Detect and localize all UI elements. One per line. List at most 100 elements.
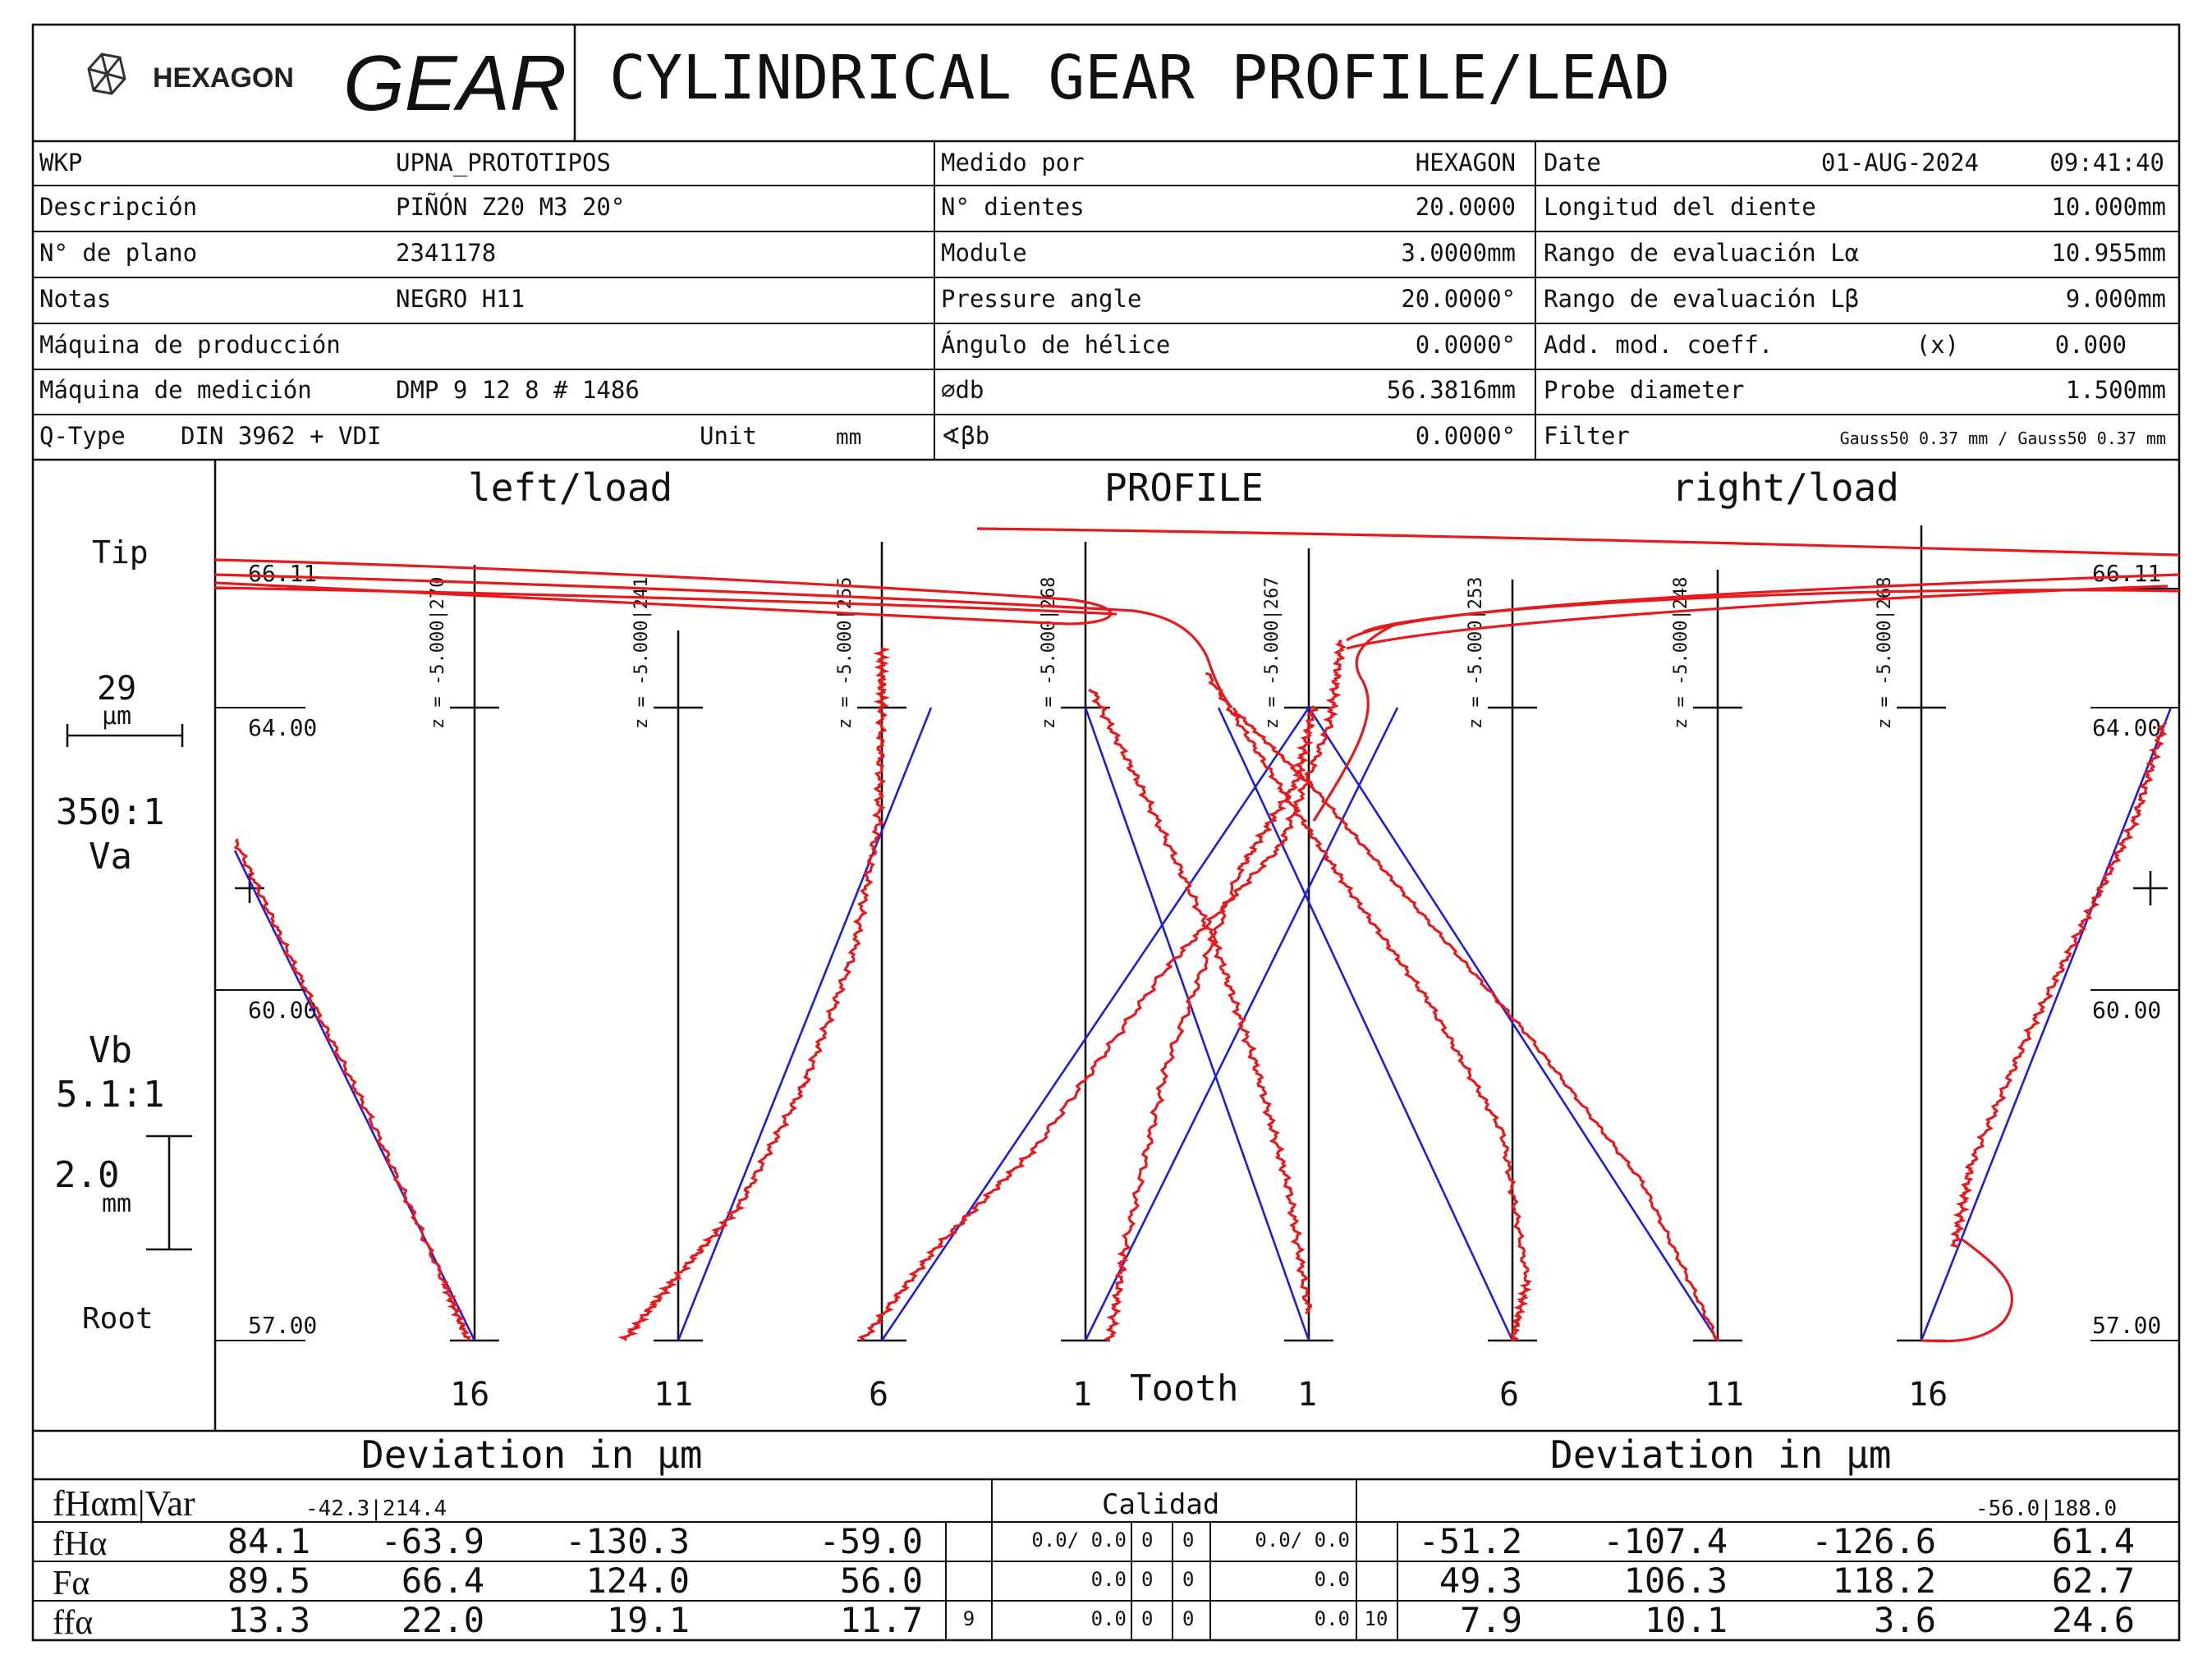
report-title: CYLINDRICAL GEAR PROFILE/LEAD [609, 43, 1670, 113]
diam-label-left-tip: 66.11 [248, 560, 317, 587]
unit-value: mm [836, 425, 861, 450]
dev-right-value: 7.9 [1460, 1600, 1522, 1640]
nominal-profile-line-5 [1217, 707, 1514, 1341]
info2-value-5: 56.3816mm [1387, 376, 1516, 404]
dev-right-value: -51.2 [1419, 1521, 1522, 1561]
quality-right: 10 [1365, 1607, 1388, 1630]
measured-profile-1-left [1104, 705, 1319, 1342]
deviation-table: Deviation in µm Deviation in µm Calidad … [33, 1432, 2179, 1642]
nominal-profile-line-2 [880, 707, 1310, 1341]
left-load-title: left/load [468, 465, 672, 510]
info3-label-2: Rango de evaluación Lα [1544, 239, 1859, 267]
info2-value-4: 0.0000° [1416, 331, 1516, 359]
measured-profile-11-right [1232, 707, 1720, 1342]
vb-ratio: 5.1:1 [56, 1074, 164, 1116]
deviation-left-title: Deviation in µm [361, 1432, 702, 1477]
var-label: fHαm|Var [53, 1483, 195, 1524]
tooth-number: 1 [1297, 1376, 1317, 1414]
nominal-profile-line-0 [233, 850, 476, 1341]
info2-label-2: Module [941, 239, 1027, 267]
dev-left-value: -63.9 [381, 1521, 484, 1561]
right-var-value: -56.0|188.0 [1976, 1497, 2117, 1521]
measured-profile-16-left [233, 838, 471, 1341]
info3-value-1: 10.000mm [2051, 193, 2166, 221]
info-value-2: 2341178 [396, 239, 496, 267]
dev-right-value: 62.7 [2052, 1561, 2135, 1601]
diam-label-right-57: 57.00 [2092, 1312, 2161, 1339]
dev-right-value: 106.3 [1624, 1561, 1728, 1601]
calidad-value: 0 [1141, 1607, 1153, 1630]
quality-left: 9 [963, 1607, 975, 1630]
info3-label-5: Probe diameter [1544, 376, 1744, 404]
info-label-2: N° de plano [39, 239, 197, 267]
tip-trace-5 [1346, 573, 2180, 642]
dev-left-value: 22.0 [402, 1600, 484, 1640]
qtype-value: DIN 3962 + VDI [181, 422, 381, 450]
info-value-5: DMP 9 12 8 # 1486 [396, 376, 640, 404]
measured-profile-6-left [857, 639, 1347, 1341]
info3-label-0: Date [1544, 149, 1601, 176]
info2-label-5: ⌀db [941, 376, 984, 404]
dev-right-value: -126.6 [1811, 1521, 1936, 1561]
measured-profile-1-right [1088, 688, 1313, 1315]
dev-right-value: 24.6 [2052, 1600, 2135, 1640]
hexagon-logo-icon [87, 53, 126, 95]
z-label: z = -5.000|267 [1262, 577, 1283, 729]
dev-left-value: -59.0 [819, 1521, 923, 1561]
dev-left-value: 84.1 [227, 1521, 310, 1561]
dev-row-label-1: Fα [53, 1565, 89, 1602]
calidad-value: 0 [1182, 1529, 1194, 1552]
vb-label: Vb [89, 1029, 132, 1071]
calidad-title: Calidad [1102, 1488, 1219, 1521]
diam-label-left-60: 60.00 [248, 997, 317, 1024]
profile-title: PROFILE [1104, 465, 1264, 510]
tip-trace-7 [1346, 584, 2168, 650]
z-label: z = -5.000|248 [1671, 577, 1691, 729]
info-label-0: WKP [39, 149, 82, 176]
tooth-number: 6 [1499, 1376, 1519, 1414]
dev-left-value: 11.7 [840, 1600, 923, 1640]
info2-value-3: 20.0000° [1401, 285, 1516, 313]
info3-label-4: Add. mod. coeff. [1544, 331, 1773, 359]
calidad-value: 0 [1182, 1568, 1194, 1591]
tooth-number: 11 [1705, 1376, 1744, 1414]
mm-scale-unit: mm [102, 1189, 131, 1218]
plus-marker-right [2133, 871, 2168, 905]
info3-label-3: Rango de evaluación Lβ [1544, 285, 1859, 313]
date-value: 01-AUG-2024 [1821, 149, 1979, 176]
calidad-value: 0.0 [1091, 1607, 1127, 1630]
z-label: z = -5.000|268 [1039, 577, 1059, 729]
measured-profile-16-right [1950, 721, 2168, 1249]
z-label: z = -5.000|270 [428, 577, 448, 729]
dev-right-value: 61.4 [2052, 1521, 2135, 1561]
tooth-word: Tooth [1130, 1368, 1238, 1409]
diam-label-left-57: 57.00 [248, 1312, 317, 1339]
dev-left-value: 66.4 [402, 1561, 484, 1601]
diam-label-left-64: 64.00 [248, 714, 317, 741]
info2-value-1: 20.0000 [1416, 193, 1516, 221]
tip-trace-3 [976, 527, 2180, 557]
info-label-4: Máquina de producción [39, 331, 341, 359]
tooth-number: 11 [654, 1376, 693, 1414]
info2-label-6: ∢βb [941, 422, 989, 450]
unit-label: Unit [700, 422, 757, 450]
calidad-value: 0.0/ 0.0 [1031, 1529, 1127, 1552]
calidad-value: 0.0 [1091, 1568, 1127, 1591]
dev-right-value: 118.2 [1833, 1561, 1936, 1601]
z-label: z = -5.000|241 [631, 577, 652, 729]
info2-value-6: 0.0000° [1416, 422, 1516, 450]
dev-right-value: -107.4 [1603, 1521, 1728, 1561]
info3-value-5: 1.500mm [2066, 376, 2166, 404]
info-value-1: PIÑÓN Z20 M3 20° [396, 193, 625, 221]
time-value: 09:41:40 [2049, 149, 2164, 176]
tip-trace-4 [1312, 622, 1397, 822]
nominal-profile-line-4 [1084, 707, 1310, 1341]
dev-left-value: -130.3 [565, 1521, 690, 1561]
info-label-1: Descripción [39, 193, 197, 221]
dev-right-value: 49.3 [1439, 1561, 1522, 1601]
tip-trace-2 [214, 586, 1117, 616]
dev-left-value: 124.0 [586, 1561, 690, 1601]
logo-text: HEXAGON [153, 62, 294, 94]
nominal-profile-line-7 [1920, 707, 2173, 1341]
